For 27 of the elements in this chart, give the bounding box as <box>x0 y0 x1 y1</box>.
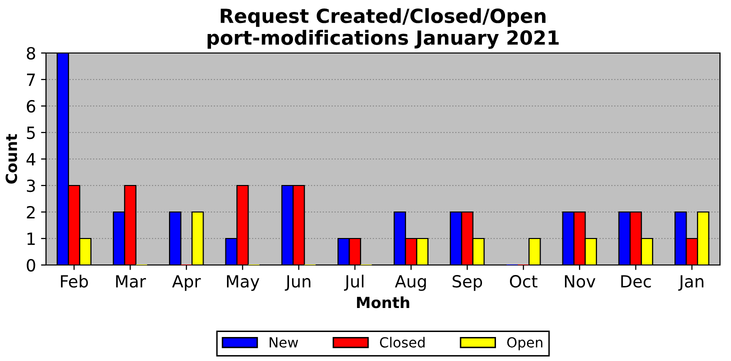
y-tick-label: 5 <box>26 126 35 140</box>
y-tick-label: 0 <box>26 258 36 272</box>
legend-label: Open <box>507 337 542 350</box>
y-tick-label: 3 <box>26 179 35 192</box>
y-axis-title: Count <box>6 134 18 184</box>
x-tick-label: Apr <box>172 275 201 291</box>
x-tick-label: Sep <box>452 275 482 291</box>
x-tick-label: Dec <box>621 275 651 288</box>
y-tick-label: 1 <box>28 232 35 245</box>
legend-label: Closed <box>380 336 425 348</box>
y-tick-label: 7 <box>27 74 35 86</box>
x-tick-label: Jul <box>344 274 364 291</box>
legend-label: New <box>270 337 298 348</box>
chart-title: Request Created/Closed/Open port-modifications January 2021 <box>208 8 559 49</box>
y-tick-label: 6 <box>26 100 36 113</box>
x-tick-label: Aug <box>394 275 426 291</box>
x-axis-title: Month <box>357 296 410 308</box>
y-tick-label: 8 <box>26 46 36 60</box>
x-tick-label: May <box>226 275 260 291</box>
y-tick-label: 4 <box>26 153 36 166</box>
x-tick-label: Feb <box>60 274 88 288</box>
x-tick-label: Jun <box>284 275 310 291</box>
x-tick-label: Nov <box>564 275 596 288</box>
x-tick-label: Jan <box>678 275 704 291</box>
x-tick-label: Oct <box>510 275 538 288</box>
y-tick-label: 2 <box>26 206 35 218</box>
x-tick-label: Mar <box>116 275 146 288</box>
